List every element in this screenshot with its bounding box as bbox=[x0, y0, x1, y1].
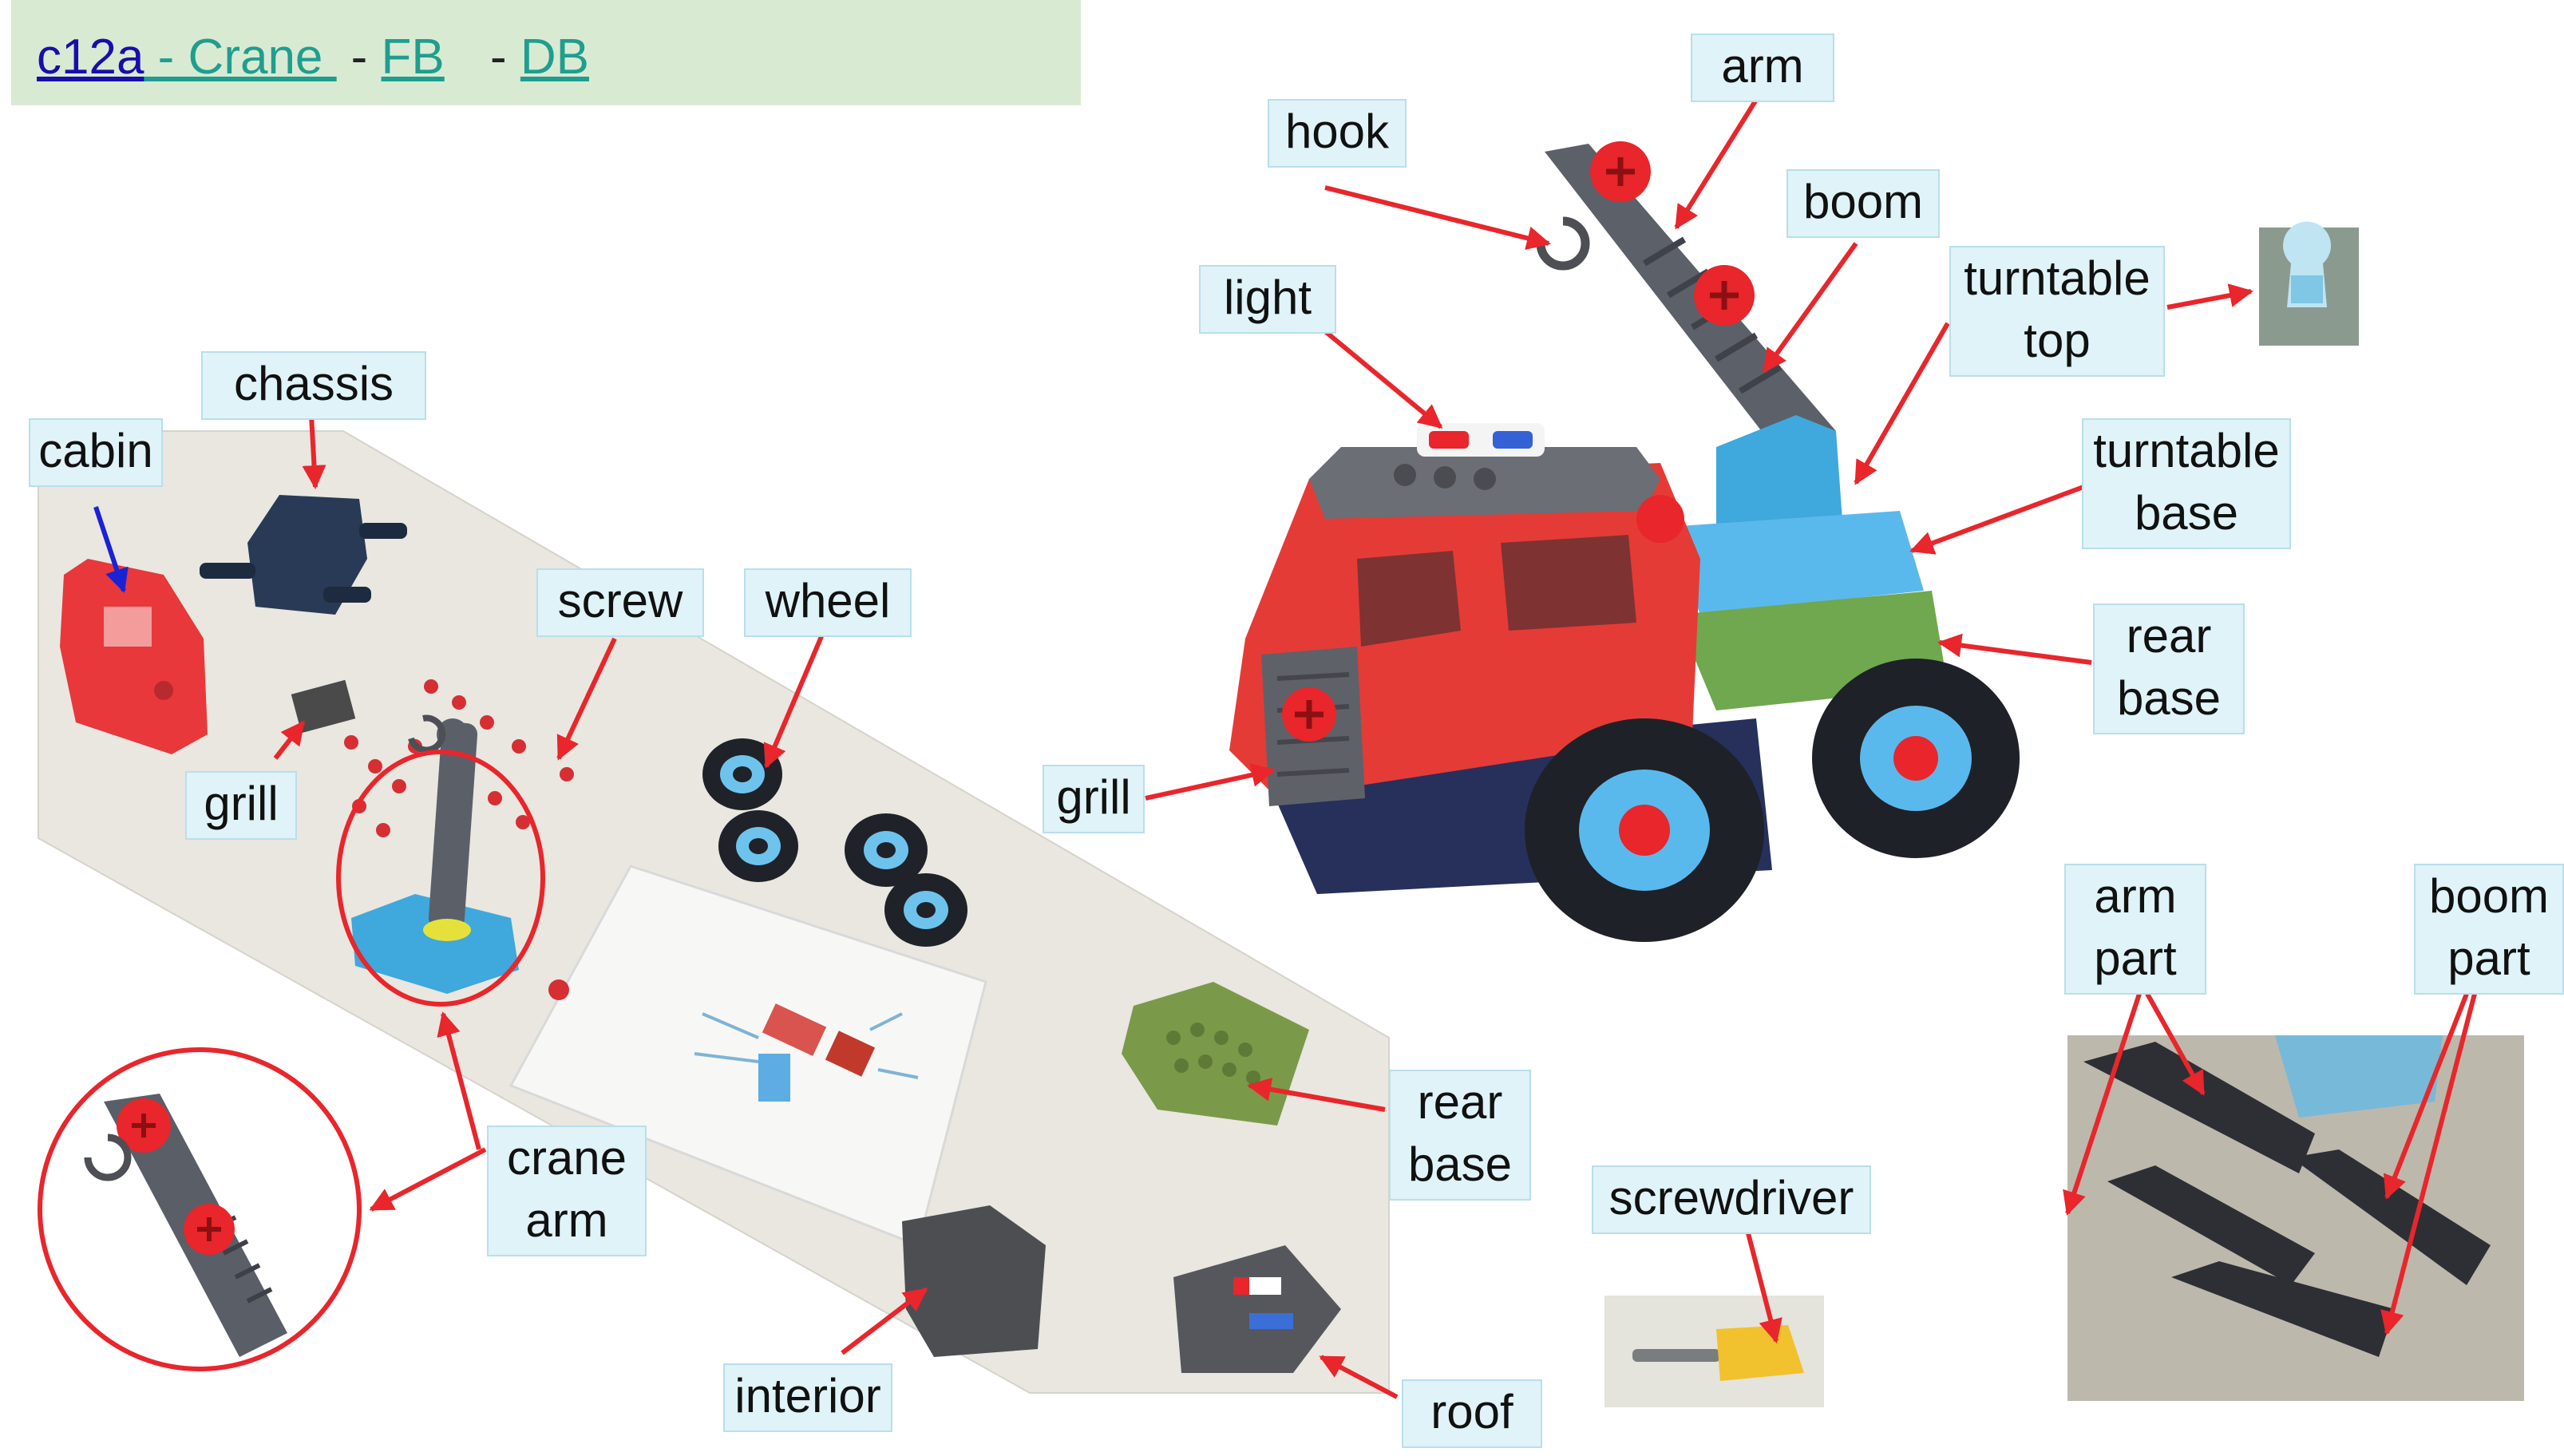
label-boom-part: boom part bbox=[2414, 864, 2564, 995]
page-header: c12a - Crane - FB - DB bbox=[11, 0, 1081, 105]
separator: - bbox=[350, 30, 382, 85]
instruction-sheet-truck-drawing bbox=[694, 1003, 919, 1102]
loose-wheels bbox=[702, 738, 967, 947]
loose-chassis-part bbox=[200, 495, 407, 615]
label-hook: hook bbox=[1268, 99, 1407, 168]
loose-crane-arm-assembly bbox=[351, 714, 519, 994]
label-turntable-top: turntable top bbox=[1949, 246, 2165, 377]
fb-link[interactable]: FB bbox=[381, 30, 445, 85]
label-turntable-base: turntable base bbox=[2082, 418, 2291, 549]
crane-link[interactable]: - Crane bbox=[144, 30, 337, 85]
annotation-arrows bbox=[273, 98, 2477, 1399]
label-arm: arm bbox=[1691, 34, 1834, 102]
parts-table-photo bbox=[38, 430, 1390, 1394]
screwdriver-thumbnail bbox=[1604, 1296, 1824, 1407]
crane-arm-closeup bbox=[38, 1047, 362, 1371]
label-boom: boom bbox=[1786, 169, 1940, 238]
crane-arm-highlight-ellipse bbox=[336, 750, 545, 1007]
label-grill-left: grill bbox=[185, 771, 297, 840]
label-cabin: cabin bbox=[29, 418, 163, 487]
id-link[interactable]: c12a bbox=[37, 30, 144, 85]
label-roof: roof bbox=[1402, 1379, 1542, 1448]
label-rear-base-right: rear base bbox=[2093, 603, 2245, 734]
loose-grill-part bbox=[291, 679, 356, 734]
assembled-crane-truck bbox=[1229, 141, 2020, 942]
label-interior: interior bbox=[723, 1363, 892, 1432]
loose-roof-part bbox=[1173, 1245, 1341, 1373]
label-screwdriver: screwdriver bbox=[1592, 1165, 1871, 1234]
db-link[interactable]: DB bbox=[520, 30, 590, 85]
label-arm-part: arm part bbox=[2064, 864, 2206, 995]
cabin-arrow bbox=[93, 506, 129, 593]
label-crane-arm: crane arm bbox=[487, 1126, 647, 1256]
label-grill-right: grill bbox=[1043, 765, 1145, 833]
loose-interior-part bbox=[902, 1205, 1046, 1357]
label-chassis: chassis bbox=[201, 351, 426, 420]
separator: - bbox=[476, 30, 520, 85]
label-rear-base-left: rear base bbox=[1389, 1070, 1531, 1201]
arm-boom-parts-thumbnail bbox=[2067, 1035, 2524, 1401]
label-light: light bbox=[1199, 265, 1336, 334]
label-screw: screw bbox=[536, 568, 704, 637]
header-links: c12a - Crane - FB - DB bbox=[37, 29, 589, 85]
turntable-top-thumbnail bbox=[2259, 221, 2359, 346]
loose-cabin-part bbox=[60, 559, 208, 754]
label-wheel: wheel bbox=[744, 568, 912, 637]
